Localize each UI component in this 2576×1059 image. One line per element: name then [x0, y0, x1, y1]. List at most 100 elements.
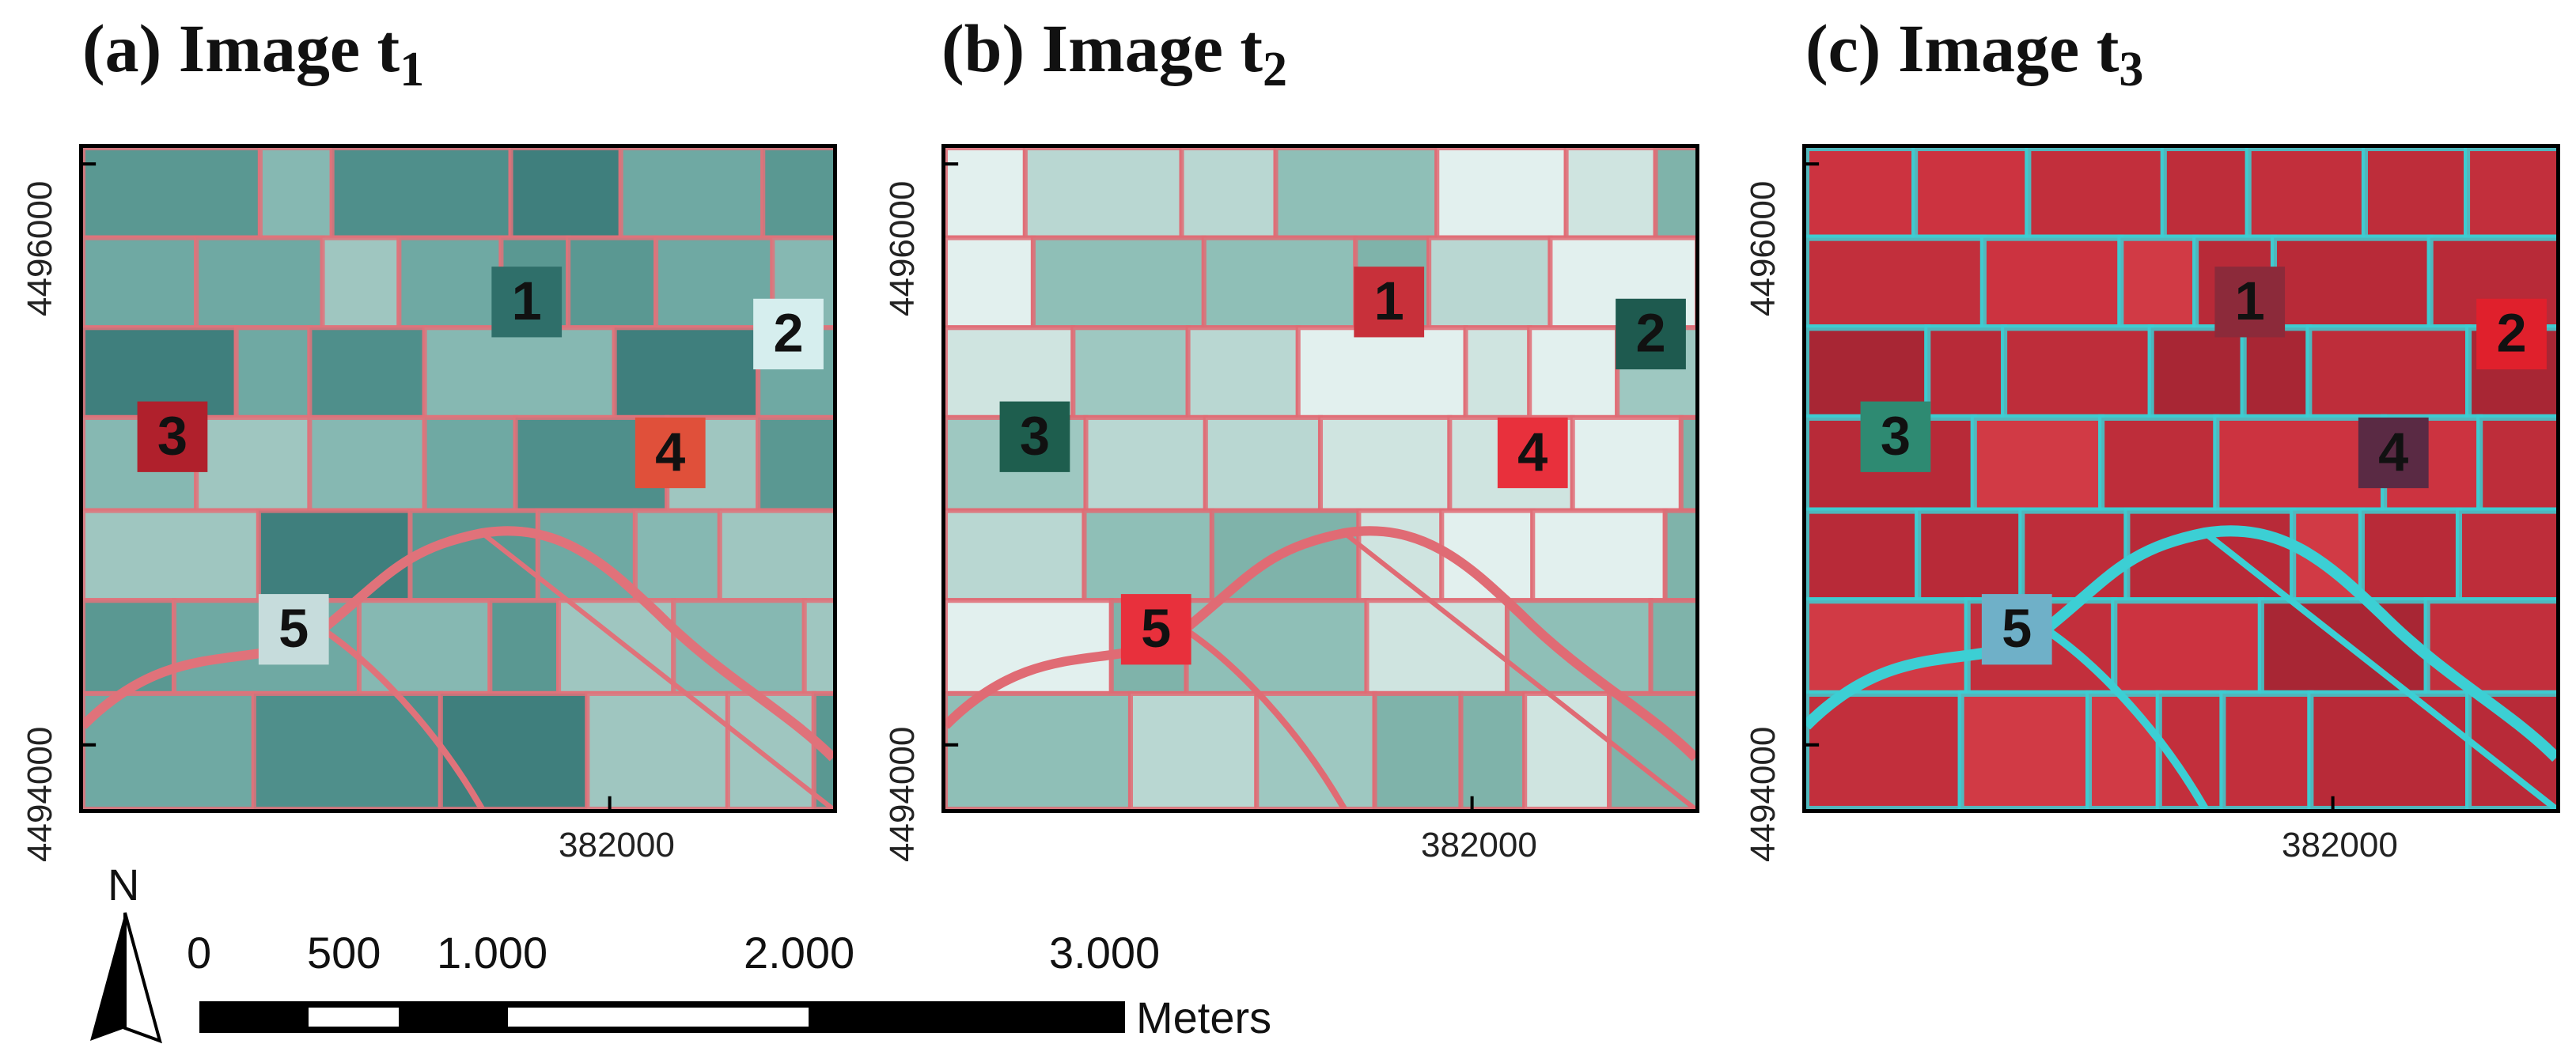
panel-a-y-bottom-label: 4494000 — [21, 726, 59, 862]
parcel — [424, 327, 615, 418]
field-label-5: 5 — [1141, 598, 1171, 659]
panel-a-title: (a) Image t1 — [82, 10, 425, 96]
panel-c-y-bottom-label: 4494000 — [1744, 726, 1782, 862]
parcel — [259, 148, 332, 238]
parcel — [399, 237, 502, 328]
parcel — [83, 510, 259, 601]
parcel — [945, 693, 1131, 809]
parcel — [2310, 693, 2469, 809]
panel-c-y-top-label: 4496000 — [1744, 180, 1782, 316]
field-4 — [635, 417, 706, 489]
panel-b-map: 1 2 3 4 5 — [941, 144, 1699, 813]
scale-tick-3000: 3.000 — [1049, 928, 1161, 978]
parcel — [1181, 148, 1276, 238]
field-3 — [1860, 401, 1931, 472]
parcel — [2273, 237, 2430, 328]
parcel — [2243, 327, 2309, 418]
panel-b-x-label: 382000 — [1421, 826, 1537, 864]
field-label-3: 3 — [1881, 405, 1911, 466]
parcel — [1806, 510, 1919, 601]
panel-b-y-bottom-label: 4494000 — [883, 726, 922, 862]
parcel — [1655, 148, 1695, 238]
parcel — [1680, 417, 1695, 511]
parcel — [83, 693, 254, 809]
parcel — [656, 237, 773, 328]
parcel — [1085, 417, 1206, 511]
field-label-4: 4 — [655, 422, 685, 482]
parcel — [1665, 510, 1695, 601]
parcel — [1203, 237, 1356, 328]
parcel — [309, 327, 425, 418]
parcel — [2163, 148, 2248, 238]
parcel — [510, 148, 621, 238]
scale-bar — [199, 1001, 1125, 1033]
parcel — [1960, 693, 2089, 809]
field-4 — [2358, 417, 2429, 489]
parcel — [1566, 148, 1656, 238]
parcel — [758, 417, 833, 511]
field-label-1: 1 — [512, 270, 542, 331]
parcel — [2120, 237, 2196, 328]
parcel — [440, 693, 588, 809]
parcel — [2426, 600, 2556, 694]
parcel — [1532, 510, 1665, 601]
panel-a-y-top-label: 4496000 — [21, 180, 59, 316]
parcel — [83, 148, 260, 238]
scale-tick-500: 500 — [307, 928, 381, 978]
scale-tick-0: 0 — [187, 928, 212, 978]
north-arrow-icon — [90, 912, 162, 1044]
parcel — [804, 600, 833, 694]
panel-b-title: (b) Image t2 — [941, 10, 1288, 96]
canal — [945, 526, 1695, 762]
parcel — [1025, 148, 1182, 238]
parcel — [1320, 417, 1450, 511]
parcel — [410, 510, 538, 601]
parcel — [490, 600, 559, 694]
parcel — [236, 327, 310, 418]
parcel — [424, 417, 516, 511]
parcel — [614, 327, 759, 418]
parcel — [1973, 417, 2102, 511]
parcel — [945, 600, 1112, 694]
field-2 — [753, 298, 824, 370]
parcel — [1983, 237, 2121, 328]
panel-c-title: (c) Image t3 — [1805, 10, 2144, 96]
field-5 — [1981, 594, 2052, 665]
panel-c-x-label: 382000 — [2282, 826, 2398, 864]
parcel — [2248, 148, 2365, 238]
parcel — [1084, 510, 1212, 601]
parcel — [1437, 148, 1566, 238]
parcel — [309, 417, 425, 511]
scale-unit: Meters — [1136, 993, 1272, 1042]
parcel — [2479, 417, 2556, 511]
parcel — [83, 237, 197, 328]
field-1 — [1354, 267, 1425, 338]
parcel — [1374, 693, 1461, 809]
field-5 — [1120, 594, 1191, 665]
parcel — [1806, 237, 1983, 328]
field-label-2: 2 — [773, 303, 803, 364]
scale-tick-1000: 1.000 — [437, 928, 548, 978]
field-label-4: 4 — [2378, 422, 2408, 482]
parcel — [2467, 148, 2556, 238]
parcel — [331, 148, 511, 238]
field-4 — [1497, 417, 1568, 489]
parcel — [83, 600, 174, 694]
parcel — [322, 237, 400, 328]
parcel — [2114, 600, 2261, 694]
parcel — [635, 510, 720, 601]
panel-a-map: 1 2 3 4 5 — [79, 144, 837, 813]
field-1 — [491, 267, 563, 338]
parcel — [1188, 327, 1298, 418]
parcel — [2127, 510, 2294, 601]
parcel — [1130, 693, 1257, 809]
scale-tick-2000: 2.000 — [744, 928, 855, 978]
parcel — [1927, 327, 2005, 418]
parcel — [1806, 148, 1915, 238]
parcel — [1650, 600, 1695, 694]
parcel — [196, 417, 310, 511]
parcel — [196, 237, 323, 328]
field-label-5: 5 — [2002, 598, 2032, 659]
field-label-4: 4 — [1517, 422, 1547, 482]
parcel — [568, 237, 657, 328]
